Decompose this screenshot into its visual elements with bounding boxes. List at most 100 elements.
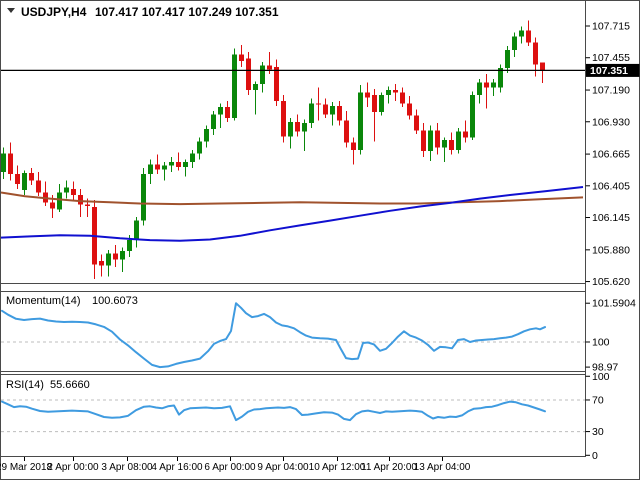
price-axis[interactable]: 107.715 107.455 107.190 106.930 106.665 106.4…	[585, 21, 640, 462]
candle-body	[36, 180, 41, 193]
candle-body	[190, 153, 195, 163]
candle-body	[505, 49, 510, 69]
current-price-tag	[586, 63, 640, 77]
candle-body	[400, 92, 405, 104]
time-tick-label: 11 Apr 20:00	[361, 462, 417, 473]
candle-body	[484, 82, 489, 88]
rsi-line	[1, 400, 546, 422]
candle-body	[309, 103, 314, 123]
chart-title-symbol: USDJPY,H4	[21, 5, 87, 19]
axis-tick-label: 30	[592, 426, 604, 438]
candle-body	[533, 42, 538, 65]
candle-body	[372, 94, 377, 113]
candle-body	[281, 101, 286, 137]
candle-body	[78, 194, 83, 205]
candle-body	[414, 115, 419, 131]
candle-body	[323, 104, 328, 115]
time-tick-label: 9 Apr 04:00	[257, 462, 309, 473]
axis-tick-label: 107.455	[592, 52, 630, 64]
axis-tick-label: 105.880	[592, 244, 630, 256]
candle-body	[134, 220, 139, 241]
candle-body	[365, 92, 370, 98]
candle-body	[85, 204, 90, 206]
candle-body	[512, 36, 517, 50]
candle-body	[183, 162, 188, 167]
candle-body	[477, 82, 482, 95]
ma-fast-blue-line	[0, 186, 584, 242]
chart-title-ohlc: 107.417 107.417 107.249 107.351	[95, 5, 279, 19]
axis-tick-label: 107.715	[592, 21, 630, 33]
candle-body	[113, 253, 118, 260]
rsi-value: 55.6660	[50, 379, 90, 391]
candle-body	[218, 107, 223, 115]
time-tick-label: 10 Apr 12:00	[309, 462, 366, 473]
candle-body	[106, 253, 111, 266]
candle-body	[260, 65, 265, 84]
candle-body	[22, 172, 27, 191]
candle-body	[204, 129, 209, 142]
candle-body	[127, 240, 132, 252]
axis-tick-label: 100	[592, 336, 610, 348]
candle-body	[99, 260, 104, 266]
price-pane-border	[0, 0, 586, 284]
candle-body	[407, 103, 412, 116]
candle-body	[176, 162, 181, 167]
momentum-pane[interactable]	[1, 302, 585, 369]
axis-tick-label: 106.930	[592, 116, 630, 128]
candle-body	[148, 164, 153, 175]
current-price-tag-label: 107.351	[590, 65, 628, 77]
candle-body	[246, 58, 251, 91]
candle-body	[498, 68, 503, 88]
candle-body	[456, 131, 461, 150]
time-tick-label: 4 Apr 16:00	[151, 462, 203, 473]
price-pane[interactable]	[0, 20, 585, 280]
candle-body	[57, 192, 62, 210]
axis-tick-label: 98.97	[592, 362, 618, 374]
candle-body	[141, 174, 146, 221]
candle-body	[50, 202, 55, 209]
candle-body	[225, 107, 230, 119]
candle-body	[29, 172, 34, 181]
candle-body	[239, 54, 244, 61]
axis-tick-label: 101.5904	[592, 298, 636, 310]
candle-body	[288, 121, 293, 137]
candle-body	[71, 188, 76, 195]
candle-body	[316, 103, 321, 105]
candle-body	[253, 83, 258, 91]
candle-body	[491, 82, 496, 88]
candle-body	[162, 165, 167, 170]
candle-body	[470, 94, 475, 138]
momentum-value: 100.6073	[92, 295, 138, 307]
time-tick-label: 3 Apr 08:00	[101, 462, 153, 473]
candle-body	[358, 92, 363, 150]
candle-body	[197, 141, 202, 154]
candle-body	[421, 130, 426, 152]
time-tick-label: 29 Mar 2018	[0, 462, 53, 473]
candle-body	[386, 90, 391, 95]
time-tick-label: 2 Apr 00:00	[47, 462, 99, 473]
axis-tick-label: 70	[592, 394, 604, 406]
candle-body	[8, 153, 13, 175]
symbol-dropdown-marker-icon[interactable]	[7, 8, 15, 13]
axis-tick-label: 0	[592, 450, 598, 462]
axis-tick-label: 105.620	[592, 276, 630, 288]
momentum-label: Momentum(14)	[6, 295, 81, 307]
axis-tick-label: 100	[592, 371, 610, 383]
candle-body	[449, 140, 454, 150]
candle-body	[169, 162, 174, 166]
ma-slow-brown-line	[0, 191, 584, 206]
candle-body	[330, 105, 335, 115]
candle-body	[302, 122, 307, 132]
candle-body	[211, 114, 216, 130]
rsi-pane[interactable]	[1, 399, 585, 433]
candle-body	[232, 54, 237, 119]
candle-body	[344, 120, 349, 143]
axis-tick-label: 106.405	[592, 180, 630, 192]
candle-body	[274, 66, 279, 102]
candle-body	[64, 187, 69, 193]
candle-body	[15, 174, 20, 184]
candle-body	[393, 90, 398, 93]
